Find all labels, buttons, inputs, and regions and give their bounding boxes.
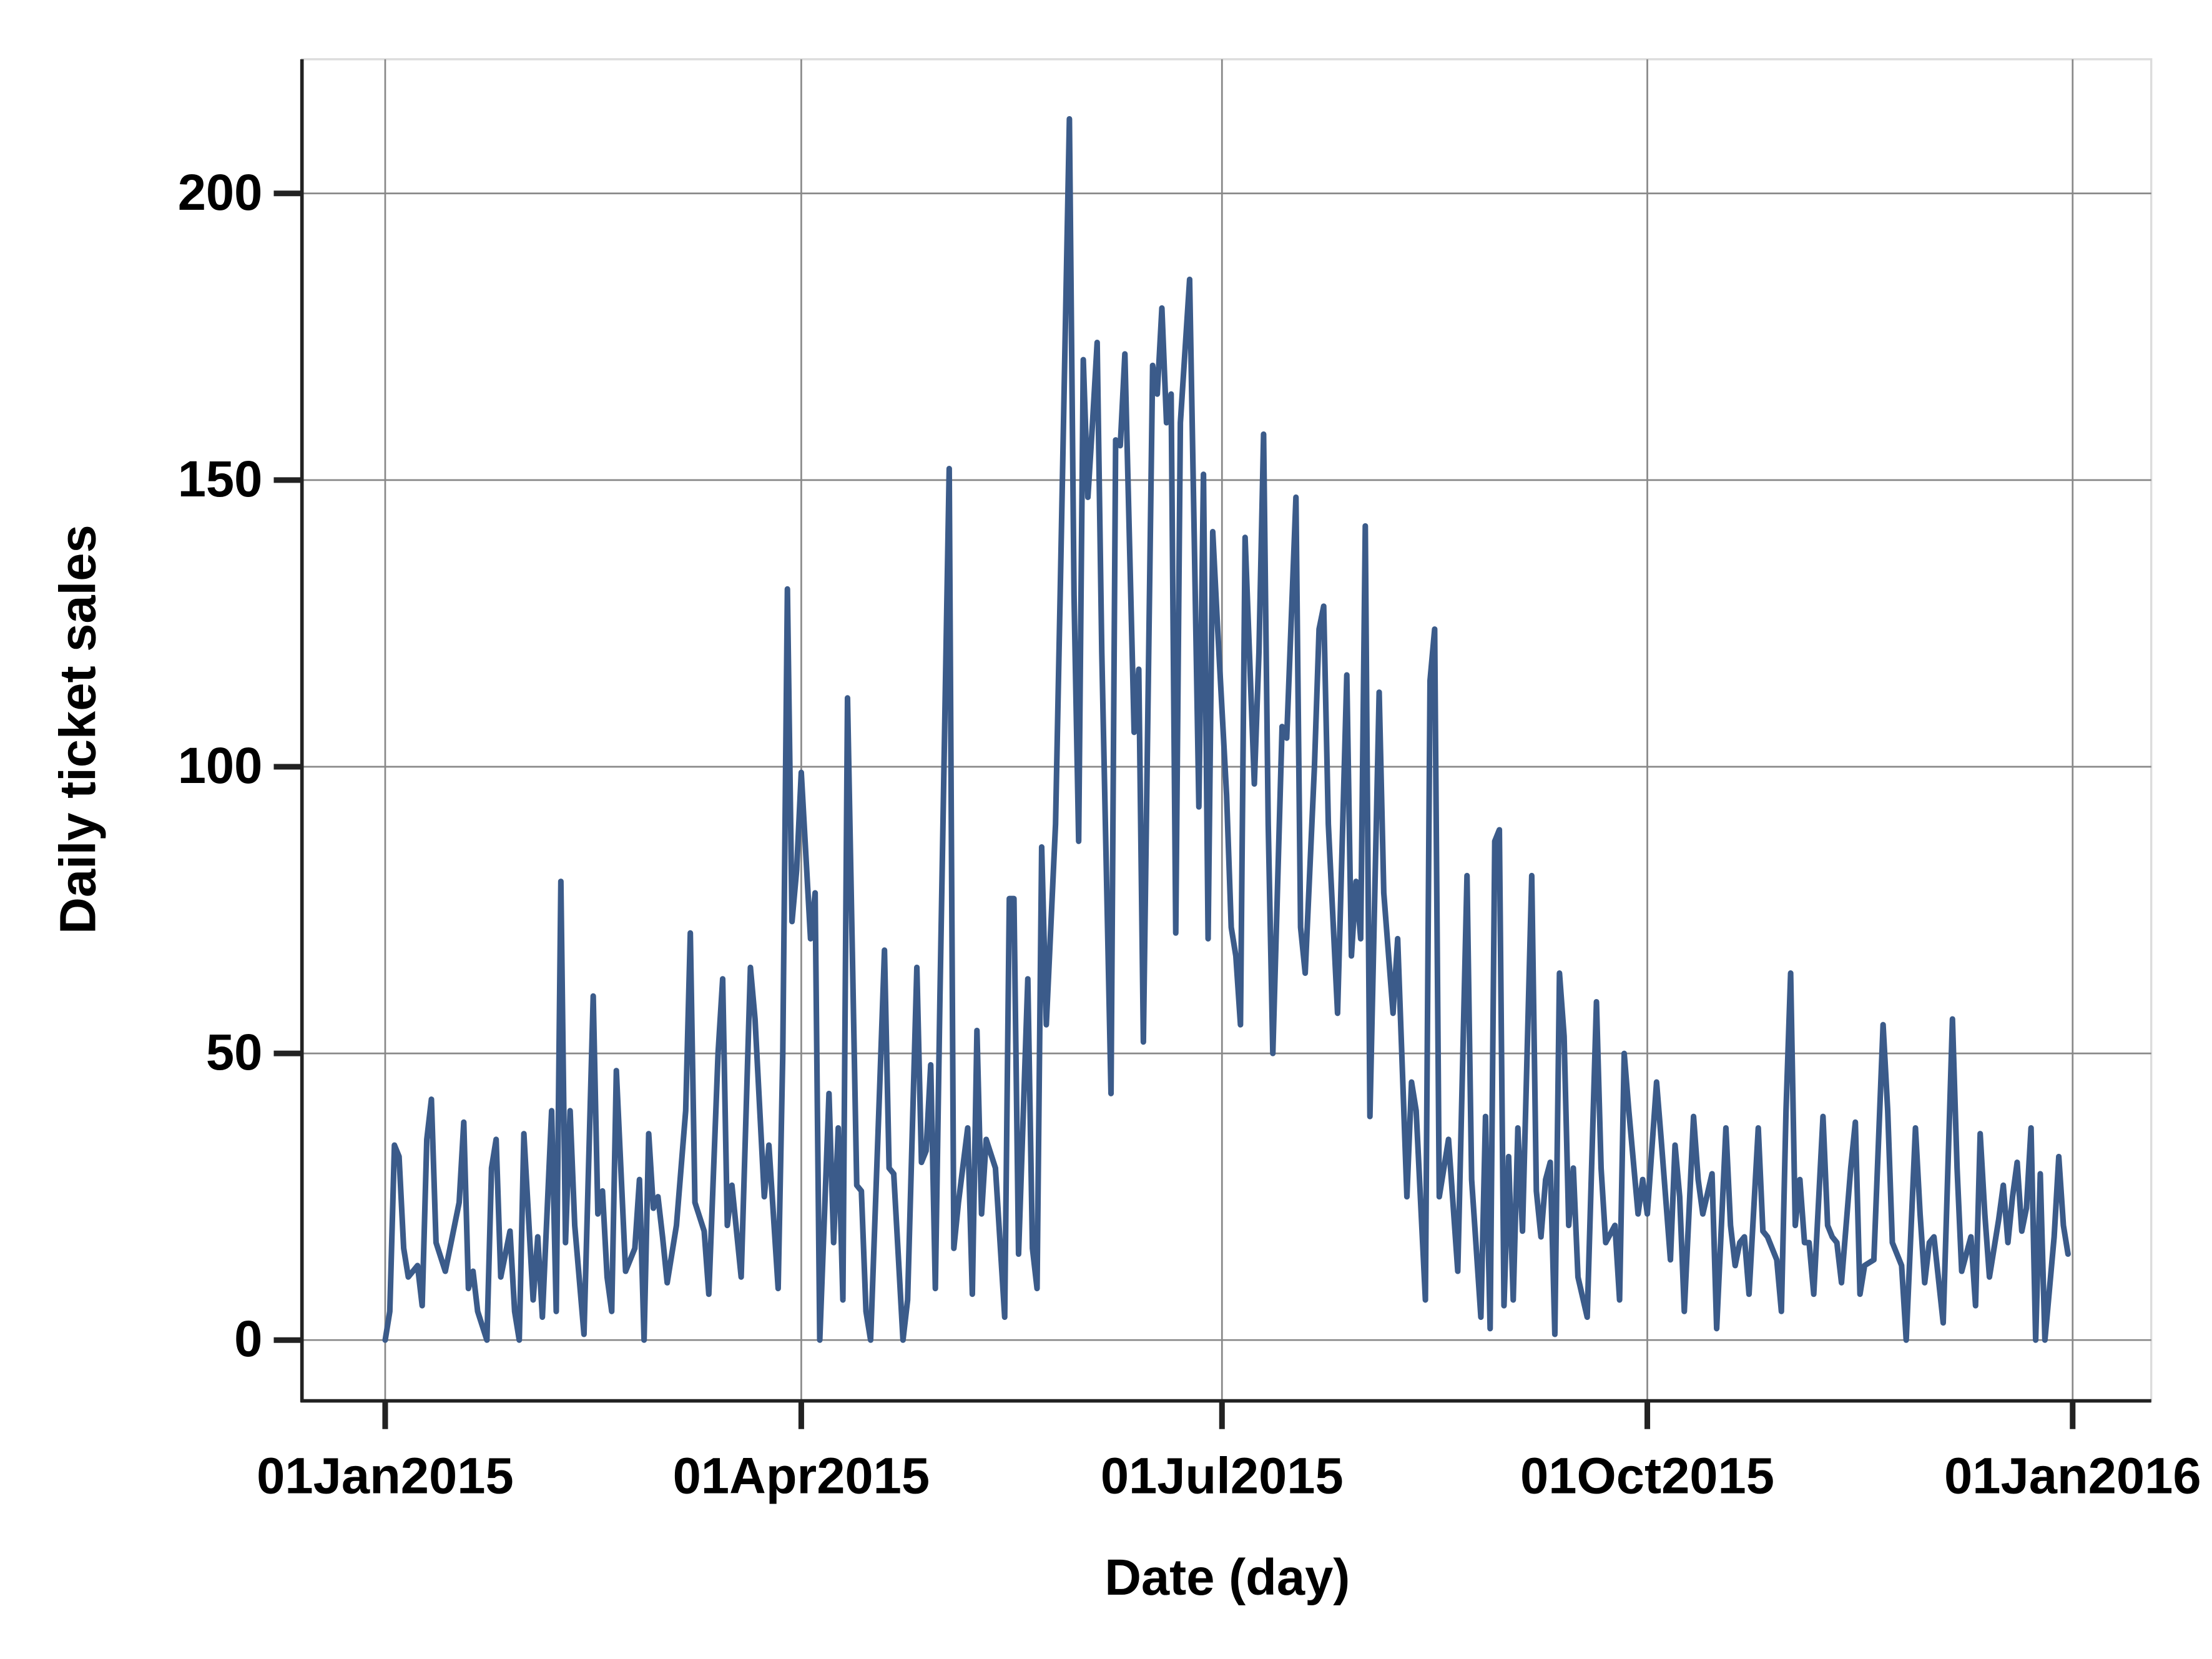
y-axis-title: Daily ticket sales xyxy=(50,524,107,934)
x-tick-label: 01Jan2015 xyxy=(257,1448,514,1505)
x-axis-title: Date (day) xyxy=(1104,1549,1350,1606)
x-tick-label: 01Jan2016 xyxy=(1944,1448,2201,1505)
y-tick-label: 50 xyxy=(206,1024,262,1081)
y-tick-label: 200 xyxy=(178,164,263,221)
x-tick-label: 01Apr2015 xyxy=(673,1448,930,1505)
plot-panel xyxy=(300,58,2153,1402)
grid xyxy=(302,59,2151,1401)
series xyxy=(382,116,2071,1343)
data-line xyxy=(382,116,2071,1343)
x-tick-label: 01Oct2015 xyxy=(1520,1448,1774,1505)
y-tick-label: 0 xyxy=(234,1311,262,1367)
x-tick-label: 01Jul2015 xyxy=(1101,1448,1344,1505)
axes: 0 50 100 150 200 01Jan2015 01Apr2015 01Jul2015 0… xyxy=(178,164,2201,1505)
y-tick-label: 100 xyxy=(178,737,263,794)
y-tick-label: 150 xyxy=(178,451,263,508)
